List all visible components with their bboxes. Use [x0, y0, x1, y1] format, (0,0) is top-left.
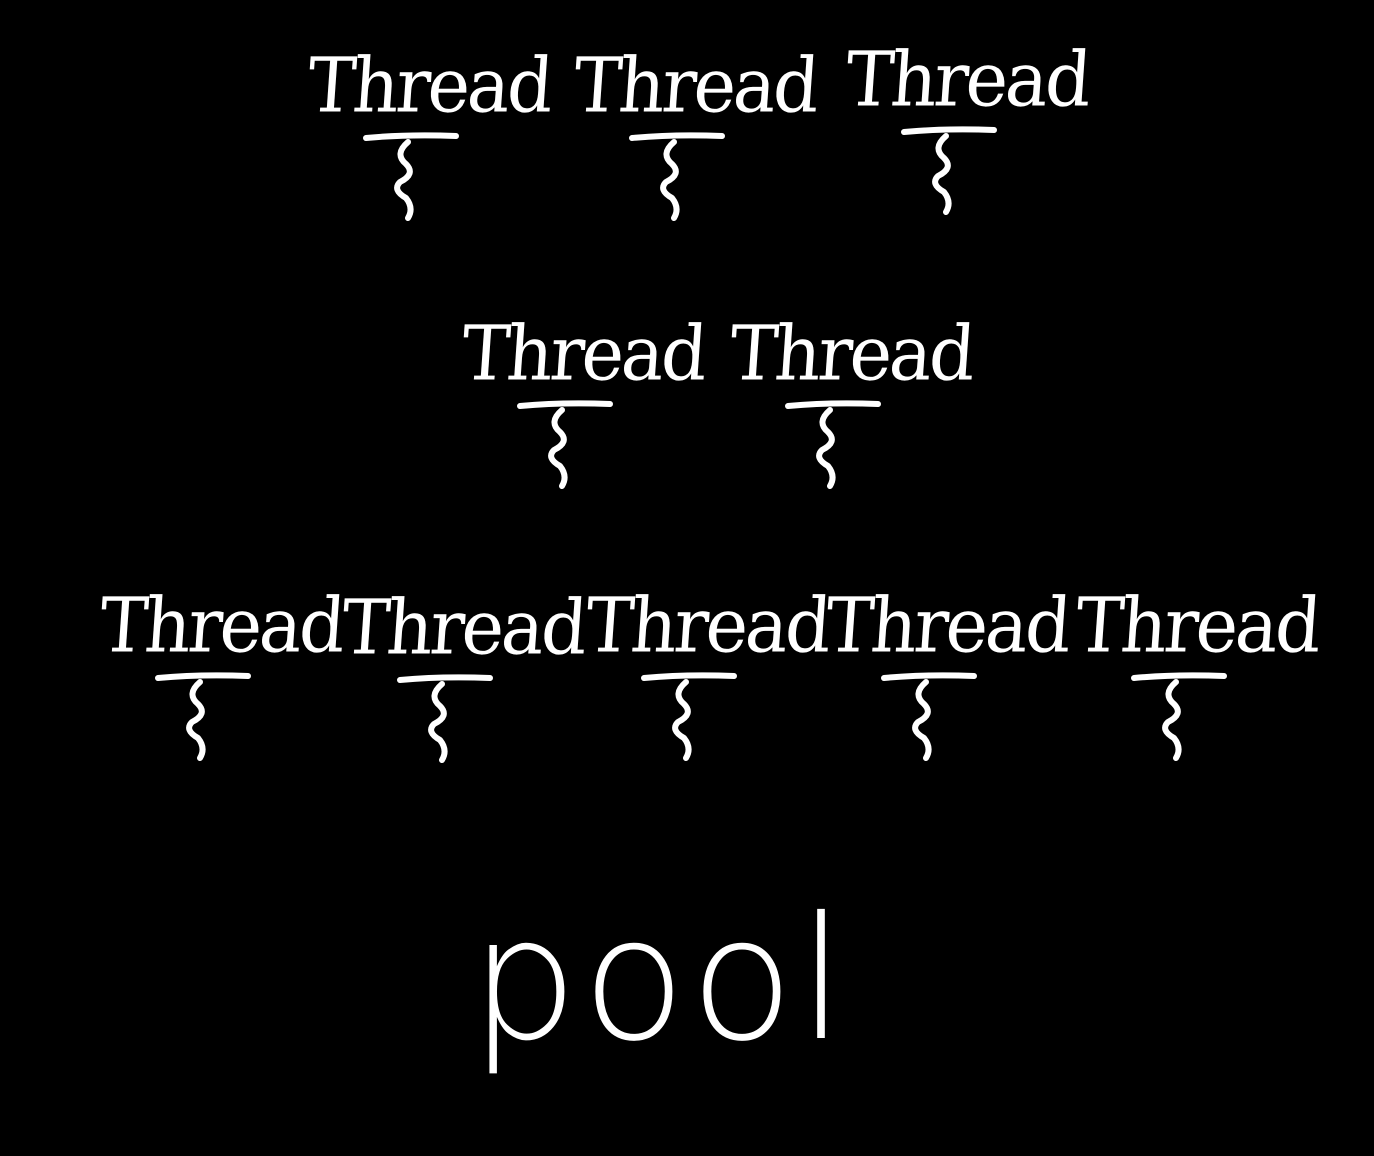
thread-label: Thread — [842, 34, 1092, 124]
thread-node: Thread — [459, 308, 708, 498]
thread-label: Thread — [822, 580, 1072, 670]
thread-label: Thread — [582, 580, 832, 670]
thread-node: Thread — [571, 40, 820, 230]
thread-node: Thread — [843, 34, 1092, 224]
thread-label: Thread — [1072, 580, 1322, 670]
thread-squiggle-icon — [785, 400, 881, 489]
thread-label: Thread — [96, 580, 346, 670]
thread-node: Thread — [727, 308, 976, 498]
thread-squiggle-icon — [155, 672, 251, 761]
thread-squiggle-icon — [1131, 672, 1227, 761]
thread-label: Thread — [304, 40, 554, 130]
thread-squiggle-icon — [397, 674, 493, 763]
thread-label: Thread — [570, 40, 820, 130]
thread-squiggle-icon — [901, 126, 997, 215]
thread-node: Thread — [97, 580, 346, 770]
thread-node: Thread — [339, 582, 588, 772]
thread-squiggle-icon — [517, 400, 613, 489]
thread-squiggle-icon — [363, 132, 459, 221]
thread-squiggle-icon — [881, 672, 977, 761]
thread-label: Thread — [458, 308, 708, 398]
thread-node: Thread — [823, 580, 1072, 770]
thread-label: Thread — [338, 582, 588, 672]
pool-label: pool — [470, 881, 850, 1079]
thread-squiggle-icon — [641, 672, 737, 761]
thread-node: Thread — [305, 40, 554, 230]
thread-squiggle-icon — [629, 132, 725, 221]
thread-node: Thread — [1073, 580, 1322, 770]
thread-node: Thread — [583, 580, 832, 770]
thread-label: Thread — [726, 308, 976, 398]
